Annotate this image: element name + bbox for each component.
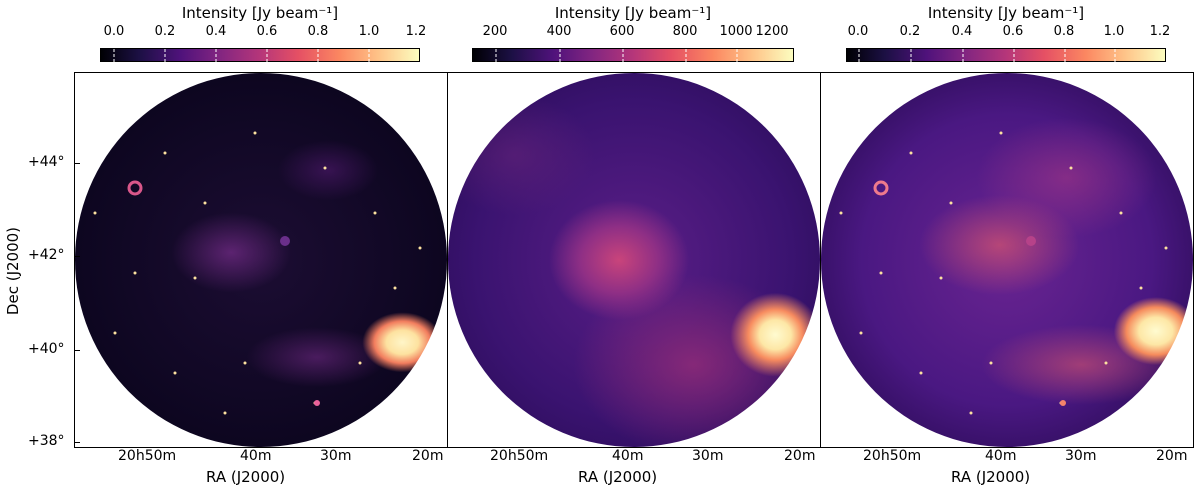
x-tick-label: 30m	[692, 448, 724, 464]
y-tick-label: +38°	[28, 433, 65, 449]
radio-map-high-res	[75, 73, 447, 447]
colorbar-title: Intensity [Jy beam⁻¹]	[181, 4, 339, 22]
radio-map-low-res	[448, 73, 820, 447]
x-tick-label: 30m	[1065, 448, 1097, 464]
colorbar-tick-label: 1.2	[1149, 24, 1171, 39]
x-tick-label: 20m	[1156, 448, 1188, 464]
x-tick-label: 20h50m	[118, 448, 177, 464]
y-axis-label: Dec (J2000)	[4, 226, 22, 316]
colorbar-tick-label: 800	[672, 24, 698, 39]
y-tick-label: +40°	[28, 341, 65, 357]
radio-map-combined	[821, 73, 1193, 447]
colorbar-tick-label: 1.0	[358, 24, 380, 39]
colorbar-tick-marks	[113, 49, 370, 63]
x-tick-label: 40m	[985, 448, 1017, 464]
colorbar-tick-label: 1.0	[1103, 24, 1125, 39]
colorbar-gradient	[472, 48, 794, 63]
x-tick-label: 20m	[412, 448, 444, 464]
panel-3	[820, 72, 1194, 448]
colorbar-tick-label: 0.8	[307, 24, 329, 39]
colorbar-tick-labels: 0.0 0.2 0.4 0.6 0.8 1.0 1.2	[100, 24, 427, 42]
colorbar-tick-label: 0.8	[1053, 24, 1075, 39]
point-sources	[839, 131, 1168, 415]
x-tick-label: 20m	[784, 448, 816, 464]
y-tick-label: +44°	[28, 154, 65, 170]
colorbar-title: Intensity [Jy beam⁻¹]	[554, 4, 712, 22]
x-axis-label: RA (J2000)	[578, 468, 658, 486]
x-tick-label: 20h50m	[863, 448, 922, 464]
colorbar-gradient	[846, 48, 1166, 63]
y-tick-mark	[74, 350, 80, 351]
colorbar-tick-label: 0.4	[951, 24, 973, 39]
colorbar-tick-label: 1200	[755, 24, 789, 39]
colorbar-tick-label: 200	[482, 24, 508, 39]
x-axis-label: RA (J2000)	[206, 468, 286, 486]
x-axis-label: RA (J2000)	[951, 468, 1031, 486]
colorbar-tick-marks	[495, 49, 738, 63]
colorbar-tick-label: 0.6	[1002, 24, 1024, 39]
colorbar-tick-marks	[858, 49, 1116, 63]
panel-1	[74, 72, 448, 448]
colorbar-tick-label: 0.0	[103, 24, 125, 39]
y-tick-mark	[74, 163, 80, 164]
colorbar-tick-label: 0.2	[154, 24, 176, 39]
colorbar-tick-label: 0.2	[899, 24, 921, 39]
colorbar-tick-label: 1000	[719, 24, 753, 39]
y-tick-mark	[74, 442, 80, 443]
colorbar-tick-labels: 200 400 600 800 1000 1200	[472, 24, 794, 42]
colorbar-tick-labels: 0.0 0.2 0.4 0.6 0.8 1.0 1.2	[846, 24, 1171, 42]
y-tick-mark	[74, 256, 80, 257]
colorbar-tick-label: 400	[546, 24, 572, 39]
colorbar-tick-label: 0.0	[847, 24, 869, 39]
colorbar-tick-label: 0.4	[205, 24, 227, 39]
colorbar-tick-label: 600	[609, 24, 635, 39]
colorbar-title: Intensity [Jy beam⁻¹]	[927, 4, 1085, 22]
colorbar-tick-label: 1.2	[405, 24, 427, 39]
x-tick-label: 30m	[320, 448, 352, 464]
colorbar-gradient	[100, 48, 420, 63]
panel-2	[447, 72, 821, 448]
point-sources	[93, 131, 422, 415]
x-tick-label: 40m	[240, 448, 272, 464]
x-tick-label: 40m	[612, 448, 644, 464]
colorbar-tick-label: 0.6	[256, 24, 278, 39]
y-tick-label: +42°	[28, 247, 65, 263]
x-tick-label: 20h50m	[490, 448, 549, 464]
